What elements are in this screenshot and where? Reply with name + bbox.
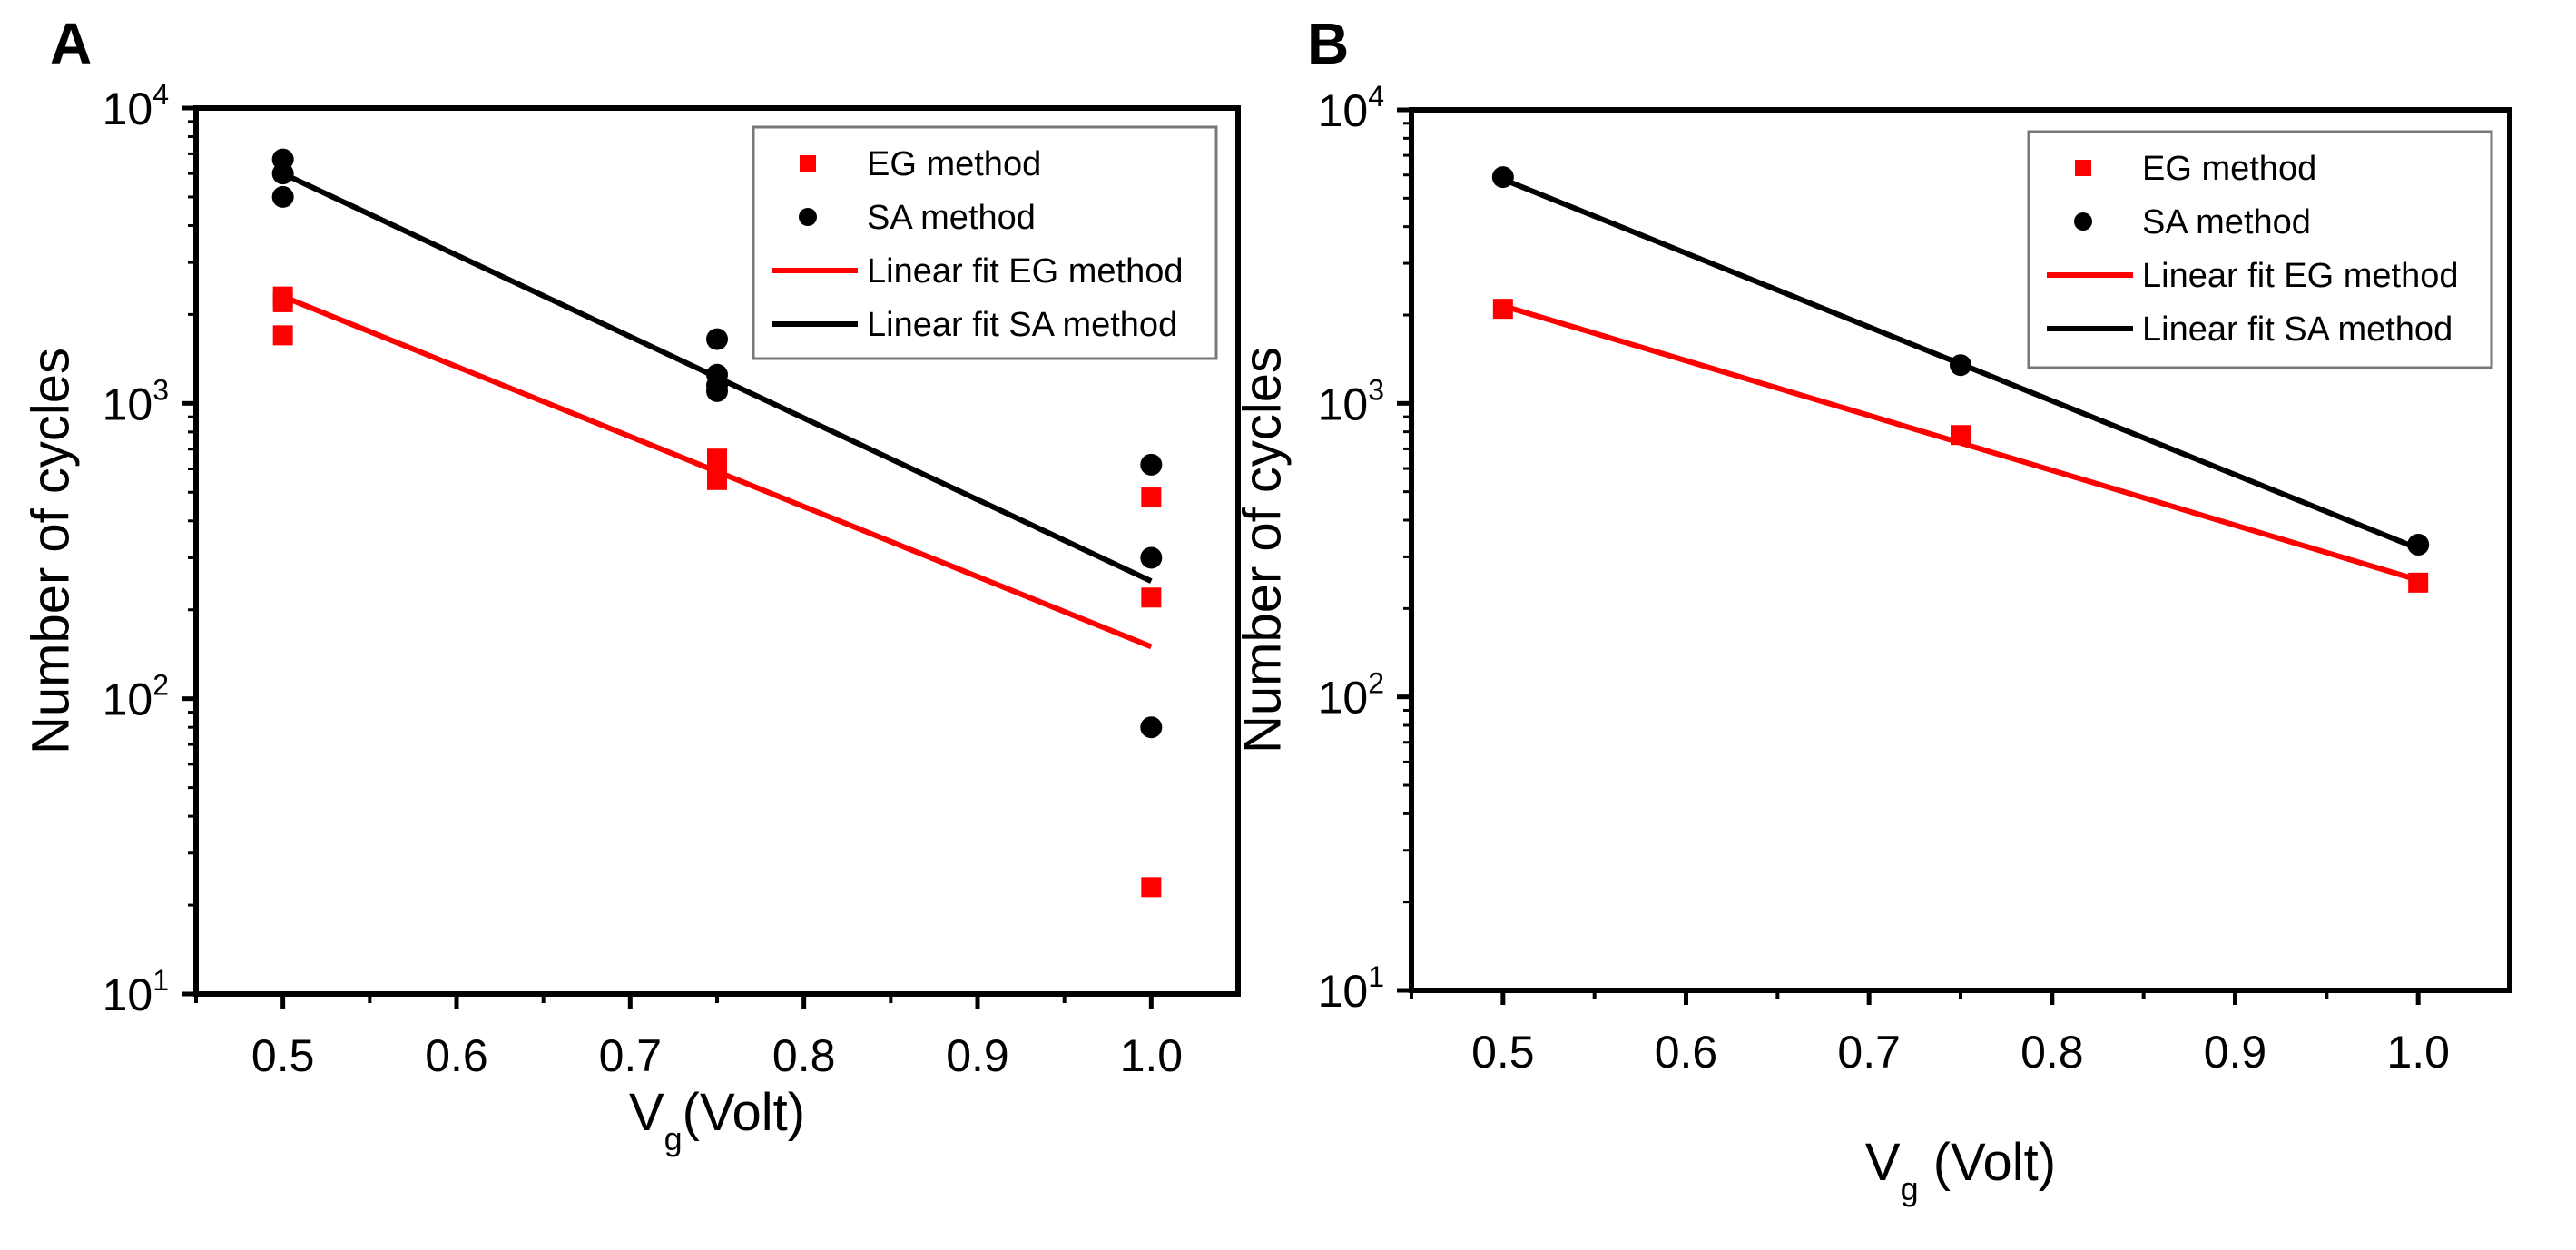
sa-data-point — [271, 185, 294, 208]
x-tick-label: 0.8 — [772, 1030, 836, 1081]
y-tick-label: 103 — [103, 373, 169, 429]
y-tick-label: 102 — [103, 669, 169, 725]
legend-entry: SA method — [2142, 203, 2311, 241]
tick-exponent: 3 — [152, 373, 169, 406]
tick-exponent: 4 — [152, 78, 169, 111]
x-tick-label: 0.9 — [946, 1030, 1009, 1081]
x-label-unit: (Volt) — [683, 1083, 805, 1142]
tick-exponent: 2 — [1368, 667, 1384, 700]
tick-exponent: 4 — [1368, 80, 1384, 113]
sa-data-point — [1140, 546, 1163, 569]
y-axis-label: Number of cycles — [1233, 347, 1292, 753]
legend-square-marker — [800, 155, 816, 172]
sa-data-point — [2407, 534, 2430, 556]
x-label-unit: (Volt) — [1919, 1133, 2057, 1192]
eg-data-point — [1492, 299, 1513, 320]
legend-box — [752, 125, 1218, 360]
y-tick-label: 104 — [1318, 80, 1384, 136]
tick-base: 10 — [1318, 673, 1369, 723]
x-tick-label: 0.5 — [1471, 1027, 1535, 1078]
y-tick-label: 103 — [1318, 373, 1384, 429]
legend: EG method SA method Linear fit EG method Li… — [2027, 130, 2493, 369]
y-tick-label: 101 — [1318, 960, 1384, 1017]
sa-data-point — [1491, 166, 1514, 189]
tick-base: 10 — [1318, 379, 1369, 429]
tick-base: 10 — [103, 969, 153, 1020]
x-label-subscript: g — [1901, 1170, 1919, 1207]
tick-base: 10 — [1318, 966, 1369, 1017]
x-label-main: V — [1865, 1133, 1901, 1192]
legend: EG method SA method Linear fit EG method Li… — [752, 125, 1218, 360]
y-tick-label: 104 — [103, 78, 169, 134]
tick-exponent: 1 — [1368, 960, 1384, 993]
sa-data-point — [706, 328, 728, 350]
sa-data-point — [1950, 354, 1971, 377]
legend-entry: EG method — [867, 145, 1041, 183]
legend-entry: Linear fit EG method — [2142, 257, 2459, 295]
legend-entry: Linear fit SA method — [2142, 310, 2453, 349]
tick-exponent: 2 — [152, 669, 169, 702]
panel-label: B — [1307, 11, 1349, 76]
y-axis-label: Number of cycles — [21, 348, 80, 754]
sa-data-point — [1140, 716, 1163, 739]
eg-data-point — [2408, 572, 2429, 593]
x-tick-label: 0.6 — [1655, 1027, 1718, 1078]
eg-data-point — [707, 469, 727, 490]
x-tick-label: 1.0 — [1120, 1030, 1184, 1081]
x-tick-label: 1.0 — [2386, 1027, 2450, 1078]
legend-entry: EG method — [2142, 150, 2316, 188]
tick-exponent: 3 — [1368, 373, 1384, 406]
tick-exponent: 1 — [152, 964, 169, 997]
tick-base: 10 — [103, 674, 153, 725]
eg-data-point — [1951, 425, 1971, 446]
x-axis-label: Vg (Volt) — [1865, 1133, 2056, 1207]
x-tick-label: 0.7 — [599, 1030, 663, 1081]
x-tick-label: 0.7 — [1837, 1027, 1901, 1078]
legend-entry: Linear fit SA method — [867, 306, 1177, 344]
eg-data-point — [1141, 487, 1162, 508]
eg-data-point — [1141, 877, 1162, 898]
tick-base: 10 — [1318, 85, 1369, 136]
eg-data-point — [1141, 587, 1162, 608]
legend-entry: Linear fit EG method — [867, 252, 1184, 290]
y-tick-label: 101 — [103, 964, 169, 1020]
tick-base: 10 — [103, 379, 153, 429]
sa-data-point — [1140, 453, 1163, 476]
legend-circle-marker — [799, 208, 817, 226]
legend-circle-marker — [2074, 212, 2092, 231]
eg-data-point — [272, 325, 293, 346]
x-tick-label: 0.6 — [425, 1030, 488, 1081]
tick-base: 10 — [103, 84, 153, 134]
panel-label: A — [50, 11, 92, 76]
x-tick-label: 0.9 — [2204, 1027, 2267, 1078]
sa-data-point — [271, 162, 294, 185]
x-tick-label: 0.5 — [251, 1030, 315, 1081]
sa-data-point — [706, 379, 728, 402]
x-tick-label: 0.8 — [2020, 1027, 2084, 1078]
eg-data-point — [272, 291, 293, 312]
y-tick-label: 102 — [1318, 667, 1384, 723]
legend-square-marker — [2075, 160, 2091, 176]
x-label-subscript: g — [664, 1120, 683, 1157]
x-label-main: V — [629, 1083, 664, 1142]
legend-entry: SA method — [867, 199, 1036, 237]
x-axis-label: Vg(Volt) — [629, 1083, 805, 1157]
